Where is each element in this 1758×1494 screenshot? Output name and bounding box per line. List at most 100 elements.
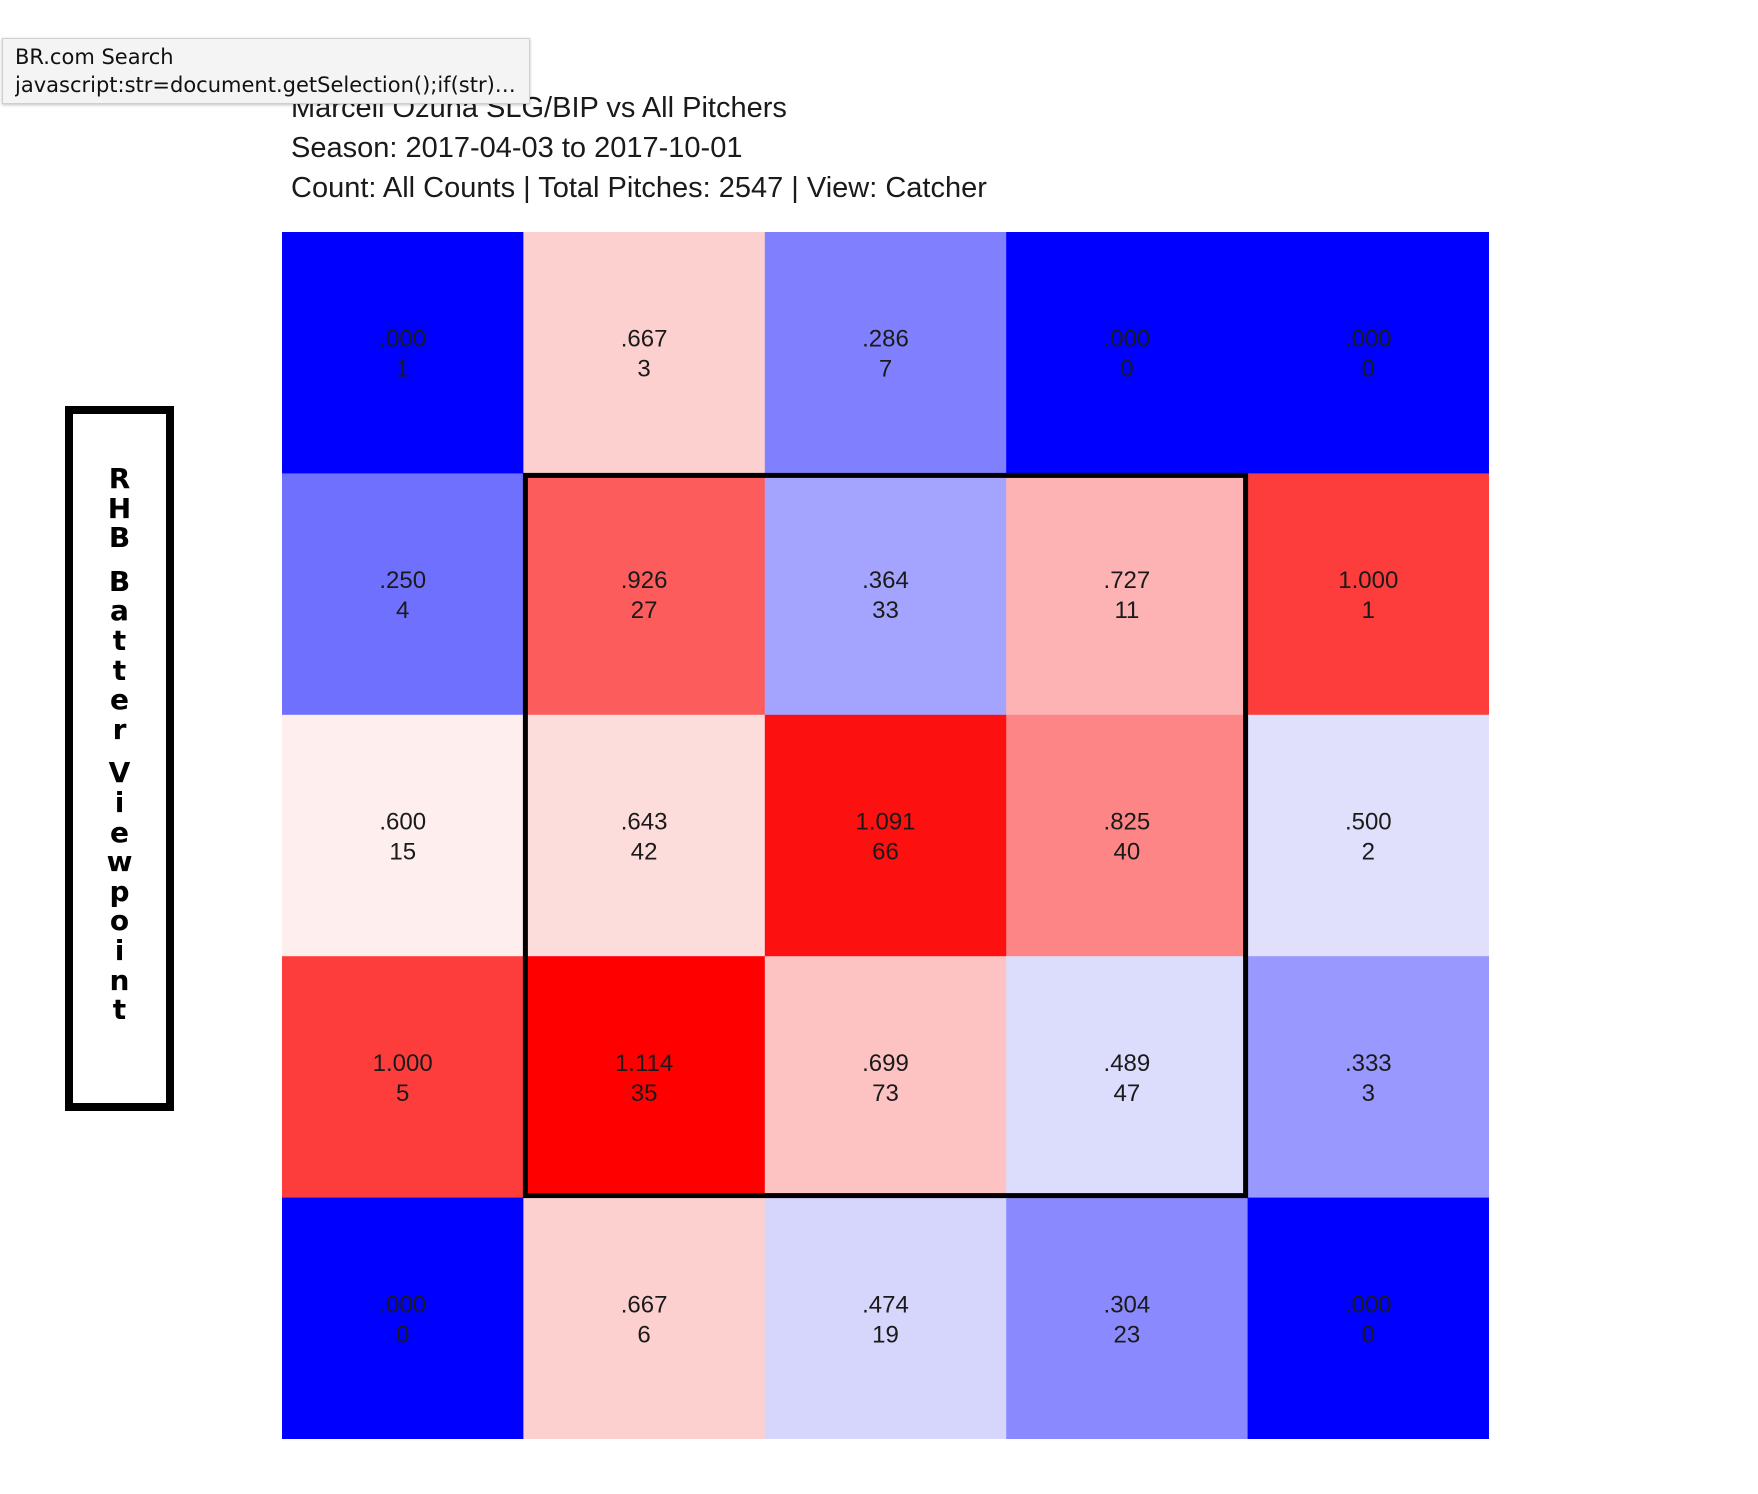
cell-value-label: .727 bbox=[1104, 567, 1151, 594]
heatmap-cell bbox=[764, 473, 1007, 716]
heatmap-cell bbox=[764, 232, 1007, 474]
heatmap-cell bbox=[523, 956, 766, 1199]
cell-count-label: 23 bbox=[1114, 1321, 1141, 1348]
cell-value-label: .643 bbox=[621, 809, 668, 836]
heatmap-cell bbox=[764, 714, 1007, 957]
viewpoint-letter: V bbox=[108, 756, 131, 790]
heatmap-cell bbox=[523, 714, 766, 957]
cell-count-label: 11 bbox=[1114, 597, 1139, 624]
cell-count-label: 66 bbox=[872, 839, 899, 866]
cell-count-label: 0 bbox=[1362, 356, 1375, 383]
viewpoint-letter: t bbox=[112, 993, 127, 1027]
cell-count-label: 47 bbox=[1114, 1080, 1141, 1107]
cell-count-label: 40 bbox=[1114, 839, 1141, 866]
viewpoint-letter: H bbox=[107, 491, 132, 525]
season-range: Season: 2017-04-03 to 2017-10-01 bbox=[291, 132, 743, 164]
cell-value-label: .667 bbox=[621, 326, 668, 353]
cell-count-label: 6 bbox=[637, 1321, 650, 1348]
tooltip-url: javascript:str=document.getSelection();i… bbox=[15, 73, 525, 97]
viewpoint-letter: t bbox=[112, 653, 127, 687]
cell-count-label: 0 bbox=[1120, 356, 1133, 383]
cell-count-label: 42 bbox=[631, 839, 658, 866]
cell-count-label: 7 bbox=[879, 356, 892, 383]
cell-count-label: 35 bbox=[631, 1080, 658, 1107]
cell-value-label: .000 bbox=[1345, 326, 1392, 353]
cell-count-label: 3 bbox=[637, 356, 650, 383]
viewpoint-letter: R bbox=[108, 462, 131, 495]
tooltip-title: BR.com Search bbox=[15, 45, 174, 69]
heatmap-cell bbox=[1006, 714, 1249, 957]
cell-count-label: 3 bbox=[1362, 1080, 1375, 1107]
cell-value-label: .000 bbox=[379, 1291, 426, 1318]
heatmap-cell bbox=[1006, 956, 1249, 1199]
viewpoint-letter: e bbox=[110, 815, 129, 849]
cell-value-label: .333 bbox=[1345, 1050, 1392, 1077]
cell-count-label: 27 bbox=[631, 597, 658, 624]
cell-count-label: 15 bbox=[389, 839, 416, 866]
cell-value-label: .825 bbox=[1104, 809, 1151, 836]
cell-value-label: .250 bbox=[379, 567, 426, 594]
viewpoint-letter: t bbox=[112, 623, 127, 657]
viewpoint-letter: p bbox=[109, 874, 130, 908]
cell-value-label: .000 bbox=[1345, 1291, 1392, 1318]
cell-value-label: 1.000 bbox=[1338, 567, 1398, 594]
viewpoint-letter: i bbox=[114, 785, 125, 819]
cell-count-label: 4 bbox=[396, 597, 409, 624]
cell-count-label: 1 bbox=[396, 356, 409, 383]
viewpoint-letter: w bbox=[106, 845, 133, 879]
chart-header: Marcell Ozuna SLG/BIP vs All Pitchers Se… bbox=[291, 88, 987, 208]
cell-value-label: .926 bbox=[621, 567, 668, 594]
viewpoint-letter: o bbox=[109, 904, 130, 938]
heatmap-cell bbox=[1247, 956, 1489, 1199]
cell-count-label: 73 bbox=[872, 1080, 899, 1107]
heatmap-cell bbox=[282, 956, 524, 1199]
cell-count-label: 0 bbox=[396, 1321, 409, 1348]
viewpoint-letter: n bbox=[109, 963, 130, 997]
cell-count-label: 0 bbox=[1362, 1321, 1375, 1348]
cell-value-label: .699 bbox=[862, 1050, 909, 1077]
heatmap-cell bbox=[1247, 473, 1489, 716]
viewpoint-letter: r bbox=[112, 712, 127, 746]
heatmap-cell bbox=[1247, 714, 1489, 957]
viewpoint-letter: B bbox=[108, 564, 131, 598]
heatmap-cell bbox=[764, 956, 1007, 1199]
cell-value-label: .474 bbox=[862, 1291, 909, 1318]
cell-value-label: 1.114 bbox=[615, 1050, 673, 1077]
cell-value-label: .286 bbox=[862, 326, 909, 353]
cell-count-label: 19 bbox=[872, 1321, 899, 1348]
viewpoint-letter: e bbox=[110, 683, 129, 717]
heatmap-cell bbox=[282, 714, 524, 957]
viewpoint-letter: i bbox=[114, 933, 125, 967]
strike-zone-heatmap: .000 1 .667 3 .286 7 .000 0 .000 0 .250 4 .926 27 .364… bbox=[282, 232, 1489, 1439]
heatmap-cell bbox=[1247, 1197, 1489, 1439]
cell-count-label: 2 bbox=[1362, 839, 1375, 866]
cell-count-label: 5 bbox=[396, 1080, 409, 1107]
heatmap-cell bbox=[282, 232, 524, 474]
heatmap-cell bbox=[764, 1197, 1007, 1439]
cell-value-label: .667 bbox=[621, 1291, 668, 1318]
heatmap-cell bbox=[282, 1197, 524, 1439]
bookmark-tooltip: BR.com Search javascript:str=document.ge… bbox=[2, 38, 530, 104]
cell-count-label: 33 bbox=[872, 597, 899, 624]
count-summary: Count: All Counts | Total Pitches: 2547 … bbox=[291, 172, 987, 204]
cell-value-label: 1.091 bbox=[855, 809, 915, 836]
cell-value-label: .489 bbox=[1104, 1050, 1151, 1077]
heatmap-cell bbox=[1006, 232, 1249, 474]
strike-zone-outline bbox=[522, 472, 1249, 1199]
cell-value-label: .000 bbox=[1104, 326, 1151, 353]
cell-value-label: .364 bbox=[862, 567, 909, 594]
cell-value-label: .600 bbox=[379, 809, 426, 836]
cell-count-label: 1 bbox=[1362, 597, 1375, 624]
cell-value-label: 1.000 bbox=[373, 1050, 433, 1077]
heatmap-cell bbox=[1006, 1197, 1249, 1439]
viewpoint-letter: a bbox=[110, 594, 129, 628]
cell-value-label: .500 bbox=[1345, 809, 1392, 836]
heatmap-cell bbox=[523, 1197, 766, 1439]
viewpoint-letter: B bbox=[108, 521, 131, 555]
heatmap-cell bbox=[1006, 473, 1249, 716]
cell-value-label: .000 bbox=[379, 326, 426, 353]
heatmap-cell bbox=[523, 232, 766, 474]
heatmap-cell bbox=[523, 473, 766, 716]
